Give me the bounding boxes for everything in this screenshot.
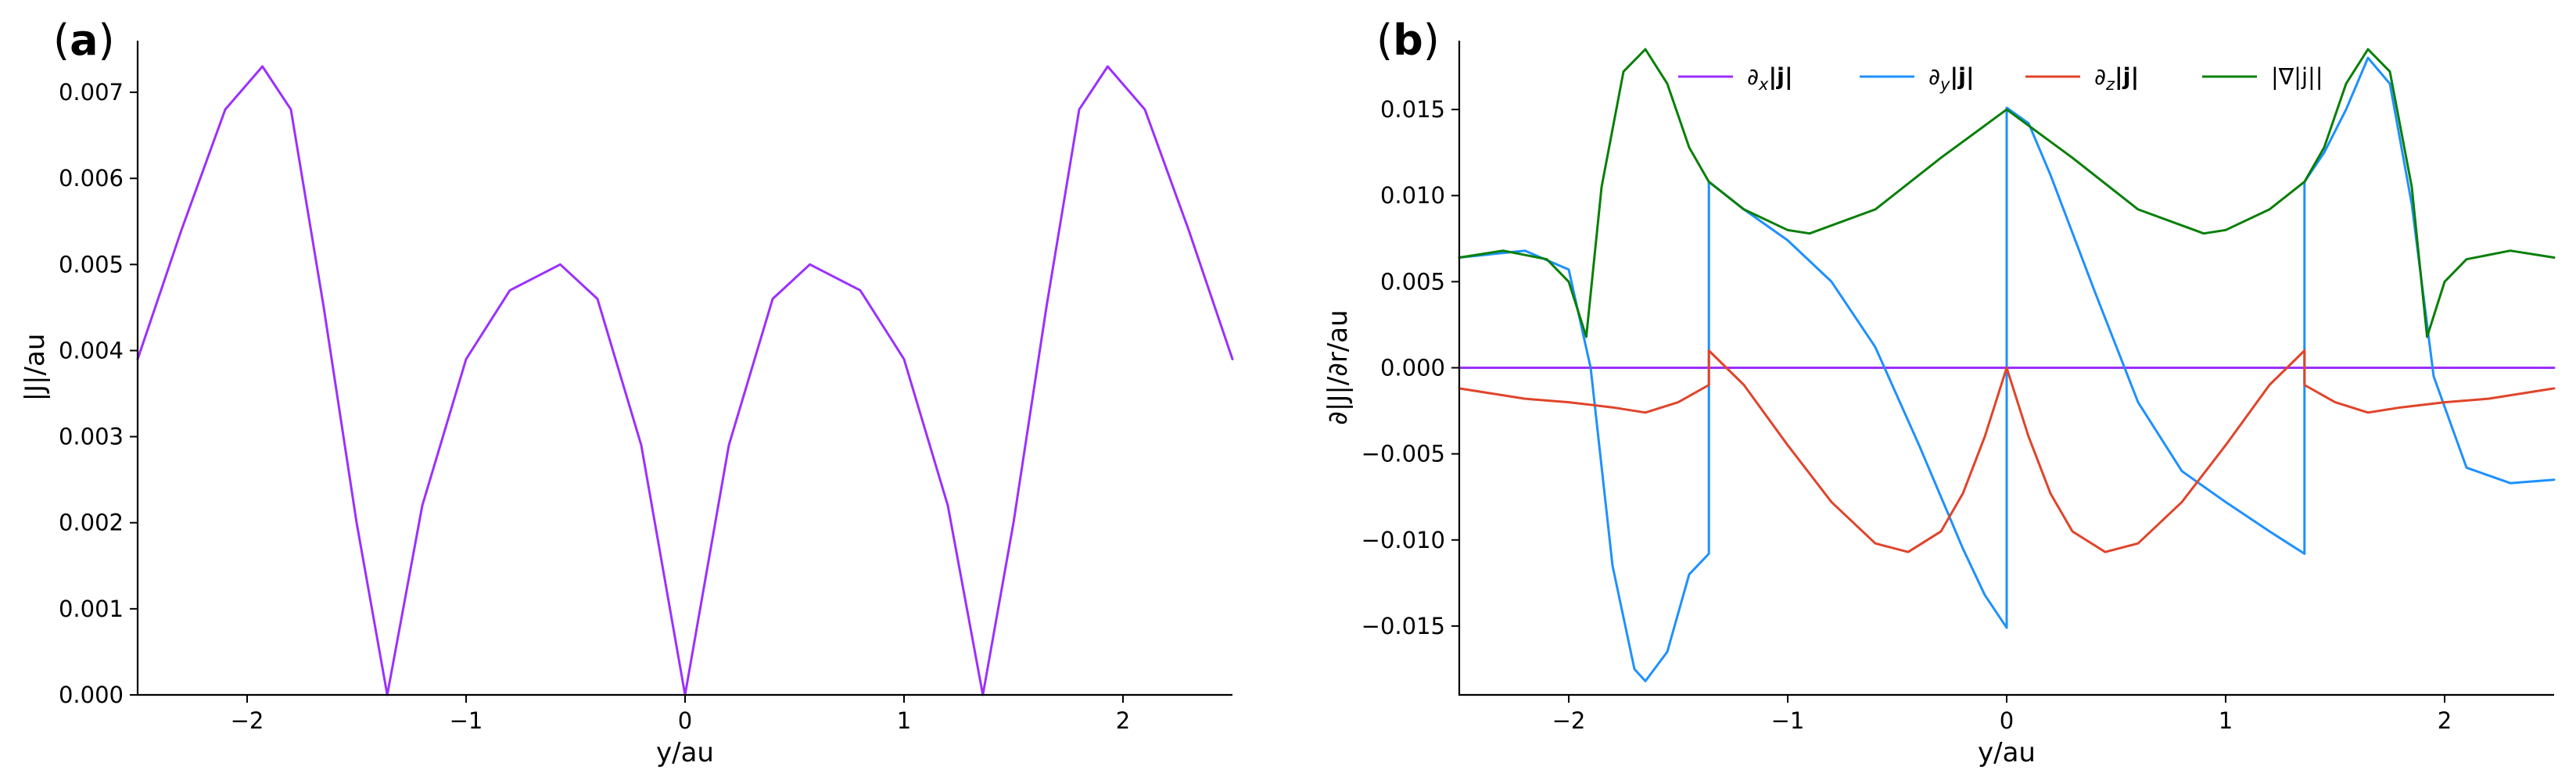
panel-b-chart: (b) y/au ∂|J|/∂r/au −2 −1 0 1 2 −0.015 −0.010 −… [1322,16,2556,768]
panel-a-axes-spines [136,41,1232,696]
panel-a-y-tick-label: 0.007 [59,79,124,106]
panel-b-y-tick-label: −0.010 [1362,527,1445,553]
panel-a-x-tick-label: −2 [231,707,264,734]
panel-b-y-axis-label: ∂|J|/∂r/au [1322,310,1354,424]
panel-a-y-tick-label: 0.003 [59,424,124,450]
panel-a-y-axis-label: |J|/au [20,334,51,402]
panel-a-y-tick-label: 0.002 [59,510,124,536]
panel-a-y-tick-label: 0.000 [59,682,124,708]
panel-b-axes-spines [1458,41,2554,696]
legend-label-3: ∂z|j| [2094,63,2139,94]
panel-b-y-tick-label: 0.015 [1380,96,1445,123]
legend-label-4: |∇|j|| [2271,63,2323,90]
panel-b-x-tick-label: 1 [2219,707,2233,734]
panel-b-y-tick-label: 0.010 [1380,182,1445,209]
legend-label-1: ∂x|j| [1747,63,1793,94]
panel-a-y-tick-label: 0.004 [59,337,124,363]
legend-label-2: ∂y|j| [1928,63,1975,94]
panel-a-x-tick-label: 2 [1116,707,1130,734]
panel-b-x-tick-label: −2 [1552,707,1586,734]
panel-a-x-tick-label: 1 [897,707,911,734]
panel-a-x-tick-label: 0 [678,707,692,734]
panel-b-label: (b) [1376,16,1440,65]
panel-b-y-tick-label: 0.005 [1380,268,1445,295]
panel-a-chart: (a) y/au |J|/au −2 −1 0 1 2 0.000 0.001 0.002 0.… [20,16,1234,768]
panel-b-x-axis-label: y/au [1978,737,2036,768]
panel-a-x-axis-label: y/au [656,737,714,768]
panel-a-x-tick-label: −1 [450,707,483,734]
panel-b-y-tick-label: −0.005 [1362,441,1445,467]
panel-b-series-line-3 [1458,349,2556,553]
panel-b-x-tick-label: −1 [1771,707,1805,734]
panel-b-x-tick-label: 0 [2000,707,2014,734]
panel-a-series-line-1 [136,65,1234,696]
panel-b-y-tick-label: 0.000 [1380,355,1445,381]
panel-a-label: (a) [53,16,115,65]
legend: ∂x|j| ∂y|j| ∂z|j| |∇|j|| [1678,63,2323,94]
panel-b-x-tick-label: 2 [2438,707,2452,734]
panel-a-y-tick-label: 0.005 [59,251,124,277]
panel-a-y-tick-label: 0.006 [59,165,124,192]
panel-a-y-tick-label: 0.001 [59,596,124,622]
panel-b-y-tick-label: −0.015 [1362,613,1445,639]
panel-b-series-line-4 [1458,48,2556,338]
